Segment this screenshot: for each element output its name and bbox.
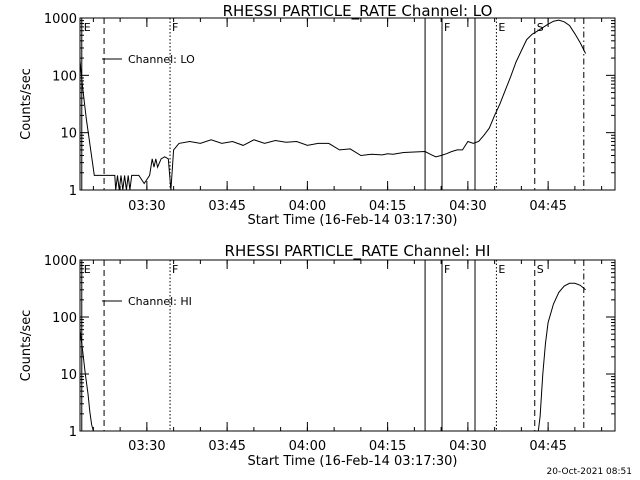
x-tick-label: 04:30: [449, 439, 486, 454]
x-tick-label: 04:30: [449, 199, 486, 214]
series-line: [537, 282, 586, 432]
flag-label: F: [172, 263, 178, 276]
x-tick-label: 04:45: [529, 199, 566, 214]
y-tick-label: 100: [52, 69, 77, 84]
x-tick-label: 04:15: [369, 439, 406, 454]
series-line: [79, 329, 94, 432]
plot-frame: [79, 17, 616, 191]
generation-timestamp: 20-Oct-2021 08:51: [547, 467, 632, 477]
y-axis-label: Counts/sec: [19, 68, 34, 140]
flag-label: F: [172, 21, 178, 34]
plot-frame: [79, 259, 616, 432]
flag-label: E: [84, 263, 91, 276]
chart-title: RHESSI PARTICLE_RATE Channel: HI: [225, 242, 491, 261]
flag-label: E: [84, 21, 91, 34]
y-tick-label: 1: [69, 425, 77, 440]
flag-label: F: [444, 263, 450, 276]
y-tick-label: 100: [52, 311, 77, 326]
series-line: [79, 19, 587, 191]
x-tick-label: 03:45: [208, 199, 245, 214]
x-tick-label: 04:00: [289, 439, 326, 454]
y-tick-label: 10: [60, 368, 77, 383]
flag-label: E: [498, 21, 505, 34]
legend-label: Channel: LO: [128, 53, 195, 66]
x-axis-label: Start Time (16-Feb-14 03:17:30): [248, 454, 458, 469]
y-tick-label: 1000: [44, 12, 77, 27]
y-tick-label: 1: [69, 184, 77, 199]
y-tick-label: 1000: [44, 254, 77, 269]
flag-label: S: [537, 21, 544, 34]
lo-channel-panel: RHESSI PARTICLE_RATE Channel: LO 1 10 100 10…: [19, 2, 616, 228]
x-tick-label: 03:30: [128, 199, 165, 214]
x-tick-label: 04:45: [529, 439, 566, 454]
legend-label: Channel: HI: [128, 295, 192, 308]
x-tick-label: 03:30: [128, 439, 165, 454]
chart-title: RHESSI PARTICLE_RATE Channel: LO: [223, 2, 493, 21]
y-axis-label: Counts/sec: [19, 310, 34, 382]
x-tick-label: 04:00: [289, 199, 326, 214]
hi-channel-panel: RHESSI PARTICLE_RATE Channel: HI 1 10 100 10…: [19, 242, 616, 469]
x-axis-label: Start Time (16-Feb-14 03:17:30): [248, 213, 458, 228]
flag-label: F: [444, 21, 450, 34]
x-tick-label: 04:15: [369, 199, 406, 214]
x-tick-label: 03:45: [208, 439, 245, 454]
flag-label: E: [498, 263, 505, 276]
flag-label: S: [537, 263, 544, 276]
y-tick-label: 10: [60, 127, 77, 142]
